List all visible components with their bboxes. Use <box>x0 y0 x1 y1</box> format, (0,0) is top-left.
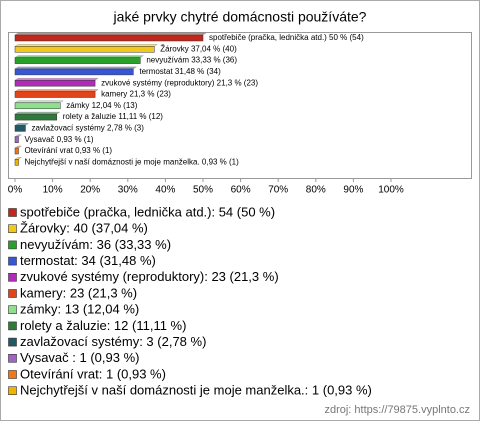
bar <box>14 125 26 132</box>
bar <box>14 159 19 166</box>
legend-label: Otevírání vrat: 1 (0,93 %) <box>20 366 166 381</box>
legend-label: rolety a žaluzie: 12 (11,11 %) <box>20 318 186 333</box>
x-tick-label: 40% <box>155 185 175 196</box>
x-tick-label: 90% <box>343 185 363 196</box>
bar <box>14 91 96 98</box>
data-label: spotřebiče (pračka, lednička atd.) 50 % … <box>209 33 364 42</box>
x-tick-label: 10% <box>43 185 63 196</box>
bar-top <box>14 44 158 47</box>
legend-swatch <box>8 240 17 250</box>
x-tick-label: 70% <box>268 185 288 196</box>
data-label: zámky 12,04 % (13) <box>66 101 137 110</box>
bar <box>14 136 19 143</box>
legend-swatch <box>8 256 17 266</box>
legend-label: Žárovky: 40 (37,04 %) <box>20 221 148 236</box>
x-tick-label: 100% <box>378 185 404 196</box>
source: zdroj: https://79875.vyplnto.cz <box>324 404 470 416</box>
bar-top <box>14 89 99 92</box>
bar-top <box>14 66 138 70</box>
legend-label: Vysavač : 1 (0,93 %) <box>20 350 139 365</box>
legend-label: zavlažovací systémy: 3 (2,78 %) <box>20 334 206 349</box>
chart-title: jaké prvky chytré domácnosti používáte? <box>113 9 367 25</box>
data-label: nevyužívám 33,33 % (36) <box>146 56 237 65</box>
data-label: Vysavač 0,93 % (1) <box>24 135 93 144</box>
bar-top <box>14 77 99 81</box>
legend-label: zvukové systémy (reproduktory): 23 (21,3… <box>20 269 279 284</box>
data-label: Nejchytřejší v naší domáznosti je moje m… <box>24 157 239 166</box>
bar-top <box>14 111 61 115</box>
x-tick-label: 50% <box>193 185 213 196</box>
data-label: zavlažovací systémy 2,78 % (3) <box>31 124 144 133</box>
bar-top <box>14 55 144 58</box>
legend-swatch <box>8 337 17 347</box>
bar <box>14 113 58 121</box>
data-label: rolety a žaluzie 11,11 % (12) <box>63 112 164 121</box>
data-label: kamery 21,3 % (23) <box>101 90 171 99</box>
legend-swatch <box>8 386 17 396</box>
data-label: Žárovky 37,04 % (40) <box>160 44 237 53</box>
x-tick-label: 20% <box>80 185 100 196</box>
legend-swatch <box>8 353 17 363</box>
legend-swatch <box>8 370 17 379</box>
legend-swatch <box>8 272 17 282</box>
data-label: termostat 31,48 % (34) <box>139 67 221 76</box>
legend-label: termostat: 34 (31,48 %) <box>20 253 156 268</box>
x-tick-label: 80% <box>306 185 326 196</box>
bar <box>14 102 61 110</box>
legend-label: nevyužívám: 36 (33,33 %) <box>20 237 171 252</box>
legend-label: Nejchytřejší v naší domáznosti je moje m… <box>20 383 372 398</box>
bar-top <box>14 32 207 36</box>
legend-label: zámky: 13 (12,04 %) <box>20 302 139 317</box>
x-tick-label: 60% <box>231 185 251 196</box>
bar-top <box>14 100 64 104</box>
data-label: zvukové systémy (reproduktory) 21,3 % (2… <box>101 78 258 87</box>
legend-swatch <box>8 224 17 233</box>
bar <box>14 68 134 76</box>
data-label: Otevírání vrat 0,93 % (1) <box>24 146 112 155</box>
legend-swatch <box>8 321 17 331</box>
legend-label: spotřebiče (pračka, lednička atd.): 54 (… <box>20 204 275 219</box>
bar <box>14 57 141 64</box>
x-tick-label: 0% <box>8 185 23 196</box>
bar <box>14 46 155 53</box>
bar <box>14 79 96 87</box>
x-tick-label: 30% <box>118 185 138 196</box>
legend-swatch <box>8 289 17 298</box>
bar <box>14 147 19 155</box>
legend-swatch <box>8 208 17 217</box>
legend-label: kamery: 23 (21,3 %) <box>20 285 137 300</box>
legend-swatch <box>8 305 17 315</box>
bar <box>14 34 204 42</box>
